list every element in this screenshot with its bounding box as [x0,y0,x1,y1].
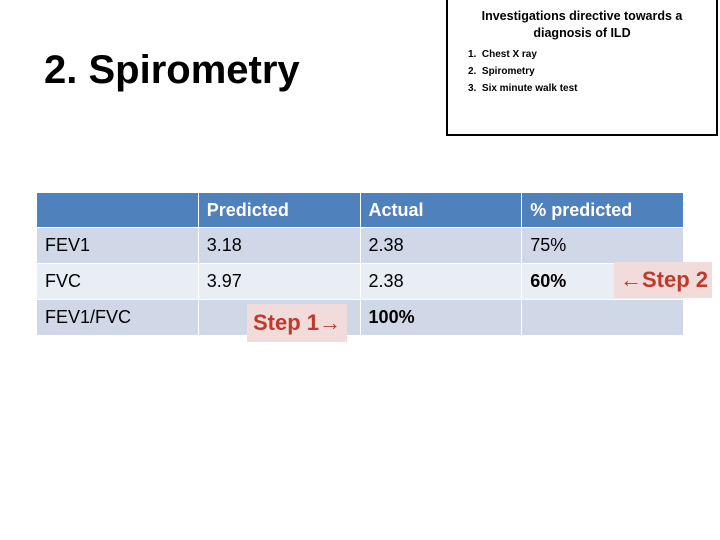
step2-annotation: ←Step 2 [614,262,713,298]
table-row: FEV1 3.18 2.38 75% [36,227,684,264]
investigations-heading: Investigations directive towards a diagn… [481,9,683,40]
actual-cell: 100% [359,299,523,336]
actual-cell: 2.38 [359,227,523,264]
table-row: FVC 3.97 2.38 60% [36,263,684,300]
step1-annotation: Step 1→ [247,304,348,342]
header-predicted: Predicted [197,192,361,228]
actual-cell: 2.38 [359,263,523,300]
row-label: FEV1 [36,227,199,264]
investigation-item: 2. Spirometry [466,63,716,80]
investigation-item: 1. Chest X ray [466,46,716,63]
investigation-item-text: 2. Spirometry [468,66,535,77]
investigations-box: Investigations directive towards a diagn… [446,0,718,136]
percent-cell: 75% [521,227,684,264]
predicted-cell: 3.97 [197,263,361,300]
investigation-item-text: 1. Chest X ray [468,49,537,60]
investigation-item-text: 3. Six minute walk test [468,83,578,94]
predicted-cell: 3.18 [197,227,361,264]
investigation-item: 3. Six minute walk test [466,80,716,97]
table-header-row: Predicted Actual % predicted [36,192,684,228]
row-label: FEV1/FVC [36,299,199,336]
header-empty [36,192,199,228]
percent-cell [521,299,684,336]
spirometry-table: Predicted Actual % predicted FEV1 3.18 2… [36,192,684,336]
table-row: FEV1/FVC 100% [36,299,684,336]
header-actual: Actual [359,192,523,228]
investigations-list: 1. Chest X ray 2. Spirometry 3. Six minu… [448,46,716,97]
slide-title: 2. Spirometry [44,48,300,92]
header-percent-predicted: % predicted [521,192,684,228]
row-label: FVC [36,263,199,300]
